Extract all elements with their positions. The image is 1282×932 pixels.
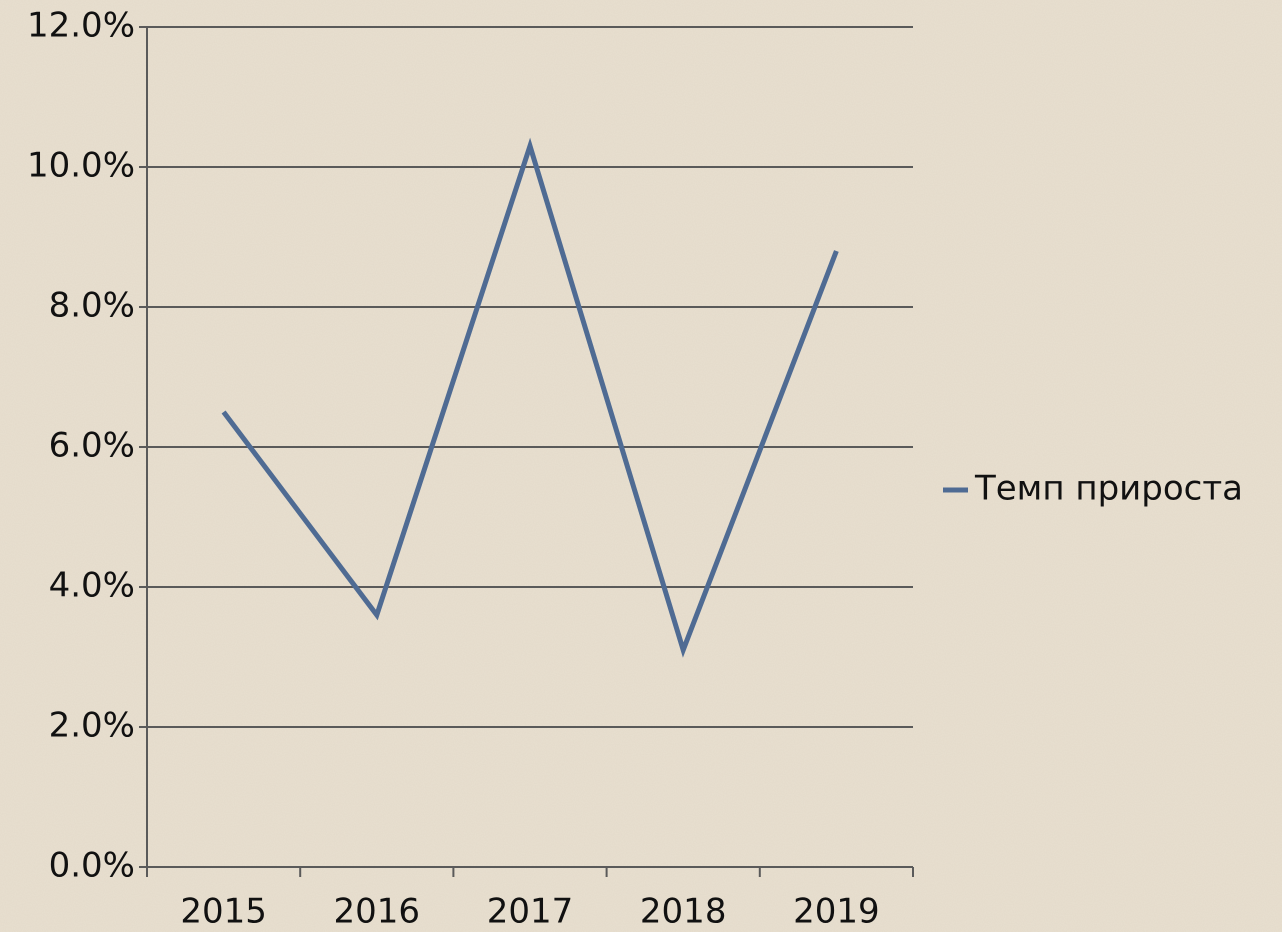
data-line (221, 137, 839, 658)
y-tick-label: 6.0% (49, 426, 135, 466)
x-tick-label: 2018 (640, 892, 727, 932)
x-tick-label: 2015 (180, 892, 267, 932)
y-tick-label: 4.0% (49, 566, 135, 606)
y-tick-label: 2.0% (49, 706, 135, 746)
y-tick-label: 8.0% (49, 286, 135, 326)
x-tick-label: 2017 (487, 892, 574, 932)
y-tick-label: 10.0% (27, 146, 135, 186)
legend-label: Темп прироста (974, 469, 1243, 509)
x-tick-label: 2016 (334, 892, 421, 932)
y-tick-label: 0.0% (49, 846, 135, 886)
x-tick-label: 2019 (793, 892, 880, 932)
y-tick-label: 12.0% (27, 6, 135, 46)
